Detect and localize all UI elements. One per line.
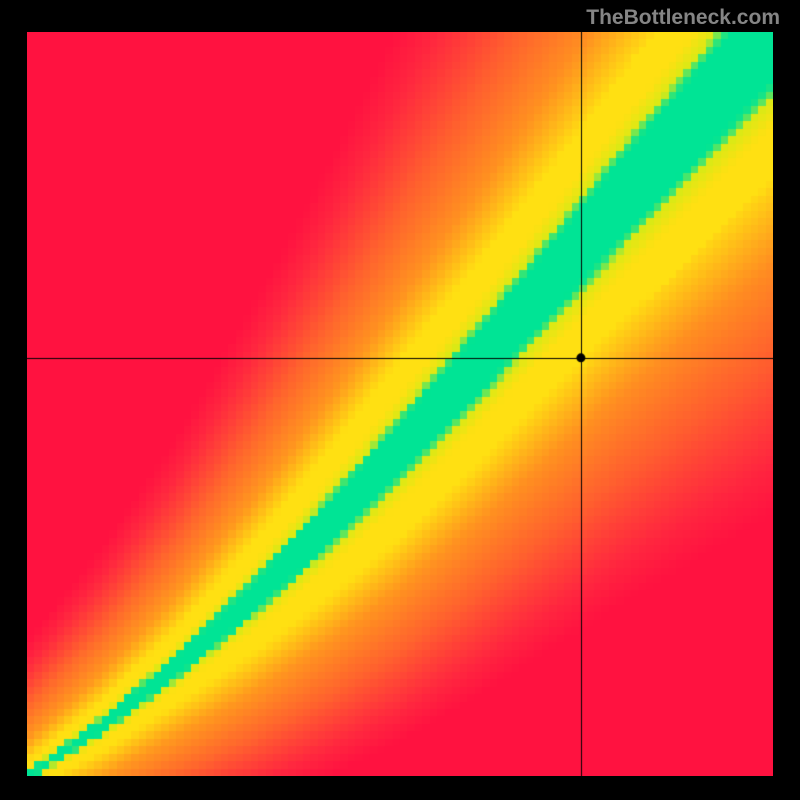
crosshair-overlay — [27, 32, 773, 776]
watermark-text: TheBottleneck.com — [586, 6, 780, 30]
heatmap-plot — [27, 32, 773, 776]
